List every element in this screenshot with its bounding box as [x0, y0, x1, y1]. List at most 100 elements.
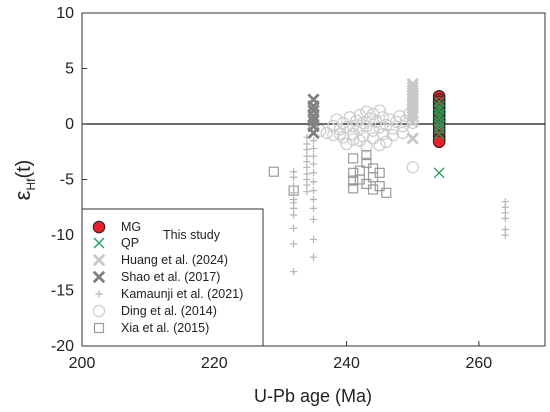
y-tick-label: -10	[51, 227, 74, 244]
legend-marker	[92, 220, 106, 234]
data-point	[360, 105, 373, 118]
legend-label-mg: MG	[121, 220, 141, 234]
data-point	[361, 178, 372, 190]
legend-marker	[92, 304, 106, 318]
data-point	[348, 153, 359, 164]
data-point	[309, 215, 318, 224]
data-point	[290, 182, 298, 190]
data-point	[501, 214, 509, 222]
data-point	[348, 183, 359, 194]
data-point	[433, 122, 445, 134]
data-point	[290, 189, 298, 197]
x-tick-label: 220	[201, 355, 228, 372]
data-point	[348, 167, 359, 178]
data-point	[406, 105, 419, 118]
data-point	[333, 127, 347, 141]
data-point	[373, 138, 386, 152]
data-point	[290, 268, 298, 276]
data-point	[337, 131, 350, 144]
legend-marker	[92, 270, 106, 284]
data-point	[309, 178, 318, 186]
data-point	[343, 111, 357, 124]
legend-marker	[95, 290, 103, 298]
data-point	[320, 126, 333, 140]
data-point	[303, 163, 311, 171]
data-point	[361, 149, 372, 161]
ticks: 200 220 240 260 10 5 0 -5 -10 -15 -20	[51, 5, 492, 372]
y-axis-label-suffix: (t)	[13, 160, 35, 179]
data-point	[309, 144, 318, 153]
legend-marker	[93, 237, 105, 249]
data-point	[363, 112, 376, 125]
legend-marker	[92, 253, 106, 267]
x-axis-label: U-Pb age (Ma)	[254, 386, 372, 406]
legend-label-qp: QP	[121, 236, 139, 250]
data-point	[406, 132, 419, 145]
data-point	[433, 167, 445, 179]
data-point	[309, 187, 318, 195]
data-point	[303, 188, 311, 196]
data-point	[290, 240, 298, 248]
data-point	[433, 128, 445, 140]
data-point	[433, 96, 445, 108]
data-point	[406, 115, 419, 128]
data-point	[307, 100, 320, 113]
legend-marker	[93, 322, 105, 334]
legend-label-shao: Shao et al. (2017)	[121, 270, 220, 284]
x-tick-label: 200	[69, 355, 96, 372]
data-point	[406, 161, 419, 174]
data-point	[307, 126, 320, 140]
data-point	[376, 111, 390, 124]
data-point	[309, 235, 318, 244]
data-points	[268, 77, 509, 276]
data-point	[348, 175, 359, 186]
y-tick-label: -20	[51, 338, 74, 355]
data-point	[309, 152, 318, 160]
legend-box	[81, 208, 264, 347]
data-point	[361, 157, 372, 168]
data-point	[290, 204, 298, 212]
legend-label-kamaunji: Kamaunji et al. (2021)	[121, 287, 243, 301]
data-point	[309, 204, 318, 212]
data-point	[374, 181, 385, 192]
x-tick-label: 240	[333, 355, 360, 372]
legend-markers	[92, 220, 106, 334]
data-point	[268, 166, 279, 177]
legend: MG QP This study Huang et al. (2024) Sha…	[81, 208, 264, 347]
data-point	[367, 184, 379, 195]
data-point	[309, 253, 318, 261]
data-point	[433, 111, 445, 123]
data-point	[303, 181, 311, 189]
data-point	[309, 195, 318, 204]
x-tick-label: 260	[466, 355, 493, 372]
data-point	[381, 187, 392, 198]
legend-label-huang: Huang et al. (2024)	[121, 253, 228, 267]
data-point	[433, 119, 445, 131]
data-point	[356, 116, 370, 130]
data-point	[433, 100, 445, 112]
y-axis-label-symbol: ε	[10, 190, 35, 200]
data-point	[433, 108, 445, 120]
data-point	[290, 173, 298, 181]
data-point	[309, 169, 318, 177]
data-point	[307, 110, 320, 123]
data-point	[340, 137, 353, 151]
data-point	[353, 134, 366, 147]
data-point	[374, 167, 385, 178]
legend-label-xia: Xia et al. (2015)	[121, 321, 209, 335]
data-point	[396, 126, 409, 140]
data-point	[386, 128, 400, 142]
data-point	[309, 160, 318, 168]
y-tick-label: -5	[60, 172, 74, 189]
data-point	[376, 127, 390, 141]
data-point	[327, 128, 340, 142]
data-point	[290, 224, 298, 232]
y-axis-label: εHf(t)	[10, 160, 38, 201]
y-tick-label: 5	[65, 61, 74, 78]
y-tick-label: 10	[56, 5, 74, 22]
y-tick-label: -15	[51, 283, 74, 300]
data-point	[432, 135, 446, 149]
data-point	[433, 104, 445, 116]
data-point	[380, 135, 393, 148]
data-point	[501, 231, 509, 239]
